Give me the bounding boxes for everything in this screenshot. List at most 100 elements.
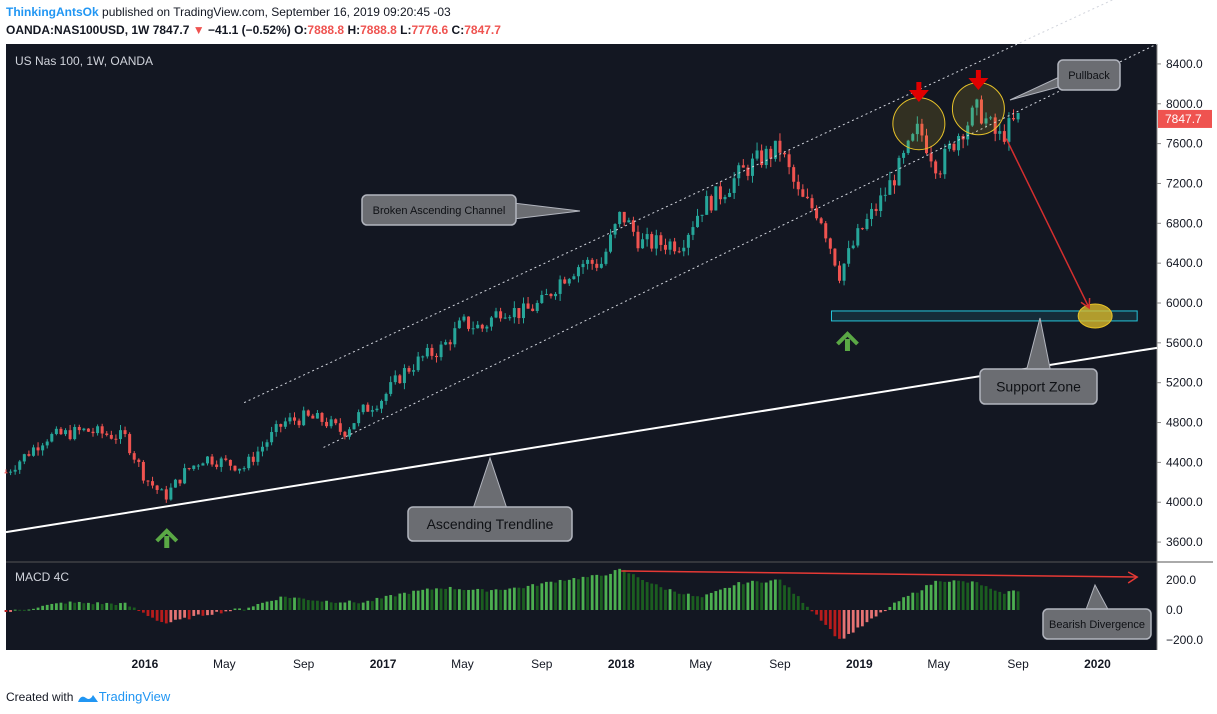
callout-text: Support Zone bbox=[996, 378, 1081, 394]
candle-body bbox=[554, 293, 558, 297]
macd-bar bbox=[613, 570, 617, 610]
candle-body bbox=[773, 140, 777, 159]
candle-body bbox=[480, 324, 484, 329]
author-link[interactable]: ThinkingAntsOk bbox=[6, 5, 99, 19]
candle-body bbox=[709, 196, 713, 211]
publish-info: published on TradingView.com, September … bbox=[102, 5, 451, 19]
macd-bar bbox=[975, 582, 979, 610]
ascending-trendline bbox=[5, 346, 1158, 534]
candle-body bbox=[73, 426, 77, 440]
candle-body bbox=[132, 453, 136, 460]
time-tick-label: May bbox=[213, 657, 236, 671]
candle-body bbox=[535, 302, 539, 311]
candle-body bbox=[641, 239, 645, 249]
change-value: −41.1 (−0.52%) bbox=[207, 23, 291, 37]
macd-bar bbox=[471, 589, 475, 610]
time-tick-label: Sep bbox=[531, 657, 553, 671]
macd-bar bbox=[554, 582, 557, 610]
macd-bar bbox=[719, 589, 722, 610]
macd-bar bbox=[897, 601, 901, 610]
macd-label: MACD 4C bbox=[15, 570, 69, 584]
main-pane-bg bbox=[6, 44, 1157, 650]
macd-bar bbox=[503, 589, 507, 610]
macd-bar bbox=[13, 609, 17, 611]
candle-body bbox=[45, 441, 49, 446]
candle-body bbox=[494, 311, 498, 318]
candle-body bbox=[31, 447, 35, 456]
time-axis-bg[interactable] bbox=[6, 650, 1213, 682]
support-zone-rect bbox=[830, 310, 1138, 322]
divergence-callout: Bearish Divergence bbox=[1042, 583, 1152, 640]
arrow-chevron bbox=[836, 331, 859, 346]
candle-body bbox=[682, 247, 686, 252]
candle-body bbox=[173, 479, 177, 488]
candle-body bbox=[265, 442, 269, 447]
candle-body bbox=[874, 208, 878, 212]
candle-body bbox=[879, 195, 883, 212]
time-tick-label: 2018 bbox=[608, 657, 635, 671]
macd-bar bbox=[856, 610, 860, 628]
candle-body bbox=[521, 303, 525, 319]
candle-body bbox=[219, 458, 223, 467]
candle-body bbox=[155, 485, 159, 490]
macd-bar bbox=[815, 610, 818, 615]
macd-bar bbox=[380, 598, 383, 610]
macd-bar bbox=[691, 596, 695, 610]
macd-bar bbox=[403, 592, 406, 610]
macd-bar bbox=[741, 584, 745, 610]
candle-body bbox=[105, 433, 109, 435]
candle-body bbox=[929, 153, 933, 162]
macd-tick-label: 200.0 bbox=[1166, 573, 1196, 587]
candle-body bbox=[654, 235, 658, 249]
macd-bar bbox=[838, 610, 841, 639]
macd-bar bbox=[206, 610, 209, 616]
macd-bar bbox=[238, 608, 241, 610]
macd-bar bbox=[746, 582, 750, 610]
low-label: L: bbox=[400, 23, 412, 37]
candle-body bbox=[792, 167, 796, 182]
macd-bar bbox=[453, 589, 457, 610]
macd-bar bbox=[934, 580, 938, 610]
candle-body bbox=[732, 178, 736, 193]
macd-bar bbox=[201, 610, 205, 616]
arrow-head bbox=[908, 90, 929, 102]
candle-body bbox=[457, 320, 461, 329]
macd-bar bbox=[210, 610, 214, 615]
candle-body bbox=[242, 468, 246, 470]
macd-bar bbox=[146, 610, 150, 616]
macd-bar bbox=[526, 585, 530, 610]
candle-body bbox=[59, 428, 63, 435]
candle-body bbox=[663, 244, 667, 250]
candle-body bbox=[128, 434, 132, 454]
macd-bar bbox=[389, 595, 393, 610]
macd-bar bbox=[467, 589, 470, 610]
time-tick-label: Sep bbox=[1007, 657, 1029, 671]
candle-body bbox=[567, 279, 571, 284]
macd-bar bbox=[929, 584, 933, 610]
macd-bar bbox=[870, 610, 873, 619]
candle-body bbox=[645, 234, 649, 240]
macd-bar bbox=[274, 600, 278, 610]
candle-body bbox=[297, 420, 301, 426]
macd-bar bbox=[485, 591, 489, 610]
time-tick-label: Sep bbox=[769, 657, 791, 671]
macd-bar bbox=[283, 596, 287, 610]
candle-body bbox=[325, 421, 329, 427]
candle-body bbox=[306, 410, 310, 416]
candle-body bbox=[448, 342, 452, 345]
candle-body bbox=[892, 180, 896, 186]
candle-body bbox=[77, 426, 81, 431]
macd-bar bbox=[544, 581, 548, 610]
price-axis-bg[interactable] bbox=[1157, 44, 1213, 650]
macd-bar bbox=[604, 575, 608, 610]
support-callout: Support Zone bbox=[979, 317, 1098, 405]
price-tick-label: 6800.0 bbox=[1166, 216, 1203, 230]
candle-body bbox=[581, 263, 585, 268]
candle-body bbox=[924, 135, 928, 154]
macd-bar bbox=[164, 610, 168, 624]
candle-body bbox=[247, 456, 251, 469]
callout-text: Ascending Trendline bbox=[427, 516, 554, 532]
tradingview-link[interactable]: TradingView bbox=[98, 689, 171, 704]
macd-bar bbox=[732, 585, 736, 610]
